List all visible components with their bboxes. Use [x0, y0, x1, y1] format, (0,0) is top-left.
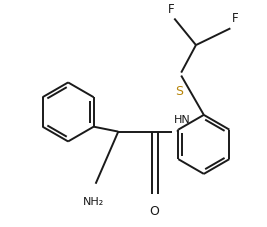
- Text: S: S: [175, 85, 183, 98]
- Text: F: F: [168, 2, 175, 16]
- Text: HN: HN: [174, 115, 191, 125]
- Text: F: F: [232, 12, 239, 25]
- Text: NH₂: NH₂: [83, 197, 104, 207]
- Text: O: O: [150, 205, 160, 218]
